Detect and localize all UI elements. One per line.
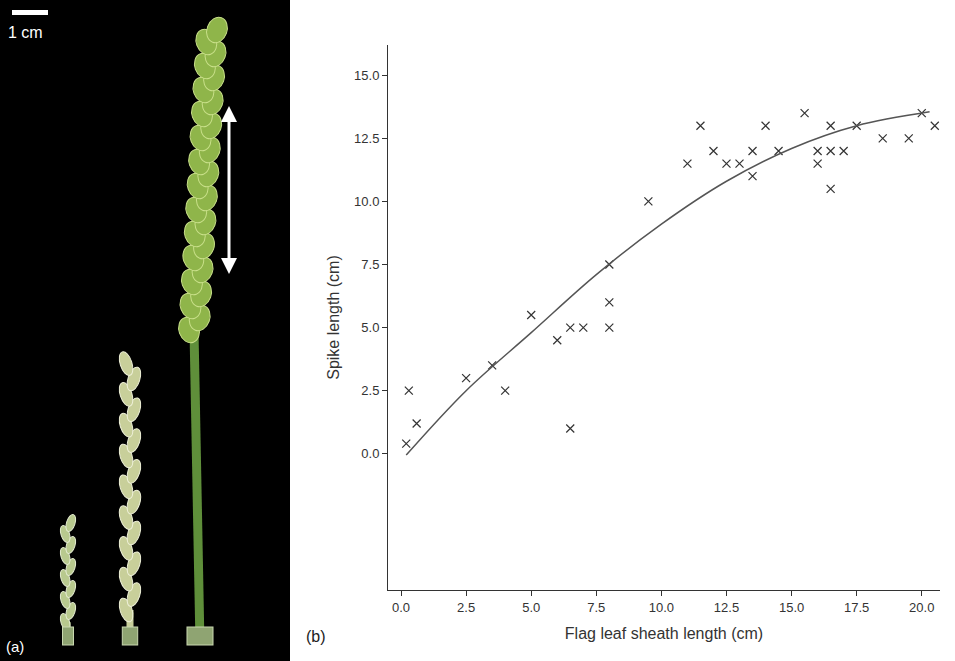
svg-text:7.5: 7.5 xyxy=(361,257,379,272)
svg-text:15.0: 15.0 xyxy=(354,68,379,83)
svg-text:(a): (a) xyxy=(6,638,24,655)
svg-text:5.0: 5.0 xyxy=(361,320,379,335)
svg-text:0.0: 0.0 xyxy=(392,600,410,615)
svg-text:Spike length (cm): Spike length (cm) xyxy=(325,255,342,380)
svg-text:10.0: 10.0 xyxy=(354,194,379,209)
svg-text:12.5: 12.5 xyxy=(354,131,379,146)
svg-text:Flag leaf sheath length (cm): Flag leaf sheath length (cm) xyxy=(565,625,763,642)
svg-text:7.5: 7.5 xyxy=(587,600,605,615)
svg-text:17.5: 17.5 xyxy=(844,600,869,615)
svg-text:12.5: 12.5 xyxy=(714,600,739,615)
svg-text:5.0: 5.0 xyxy=(522,600,540,615)
svg-text:1 cm: 1 cm xyxy=(8,24,43,41)
svg-text:0.0: 0.0 xyxy=(361,446,379,461)
svg-text:2.5: 2.5 xyxy=(361,383,379,398)
svg-text:10.0: 10.0 xyxy=(649,600,674,615)
html-text:(b): (b) xyxy=(306,628,326,645)
svg-text:2.5: 2.5 xyxy=(457,600,475,615)
svg-text:20.0: 20.0 xyxy=(909,600,934,615)
svg-text:15.0: 15.0 xyxy=(779,600,804,615)
